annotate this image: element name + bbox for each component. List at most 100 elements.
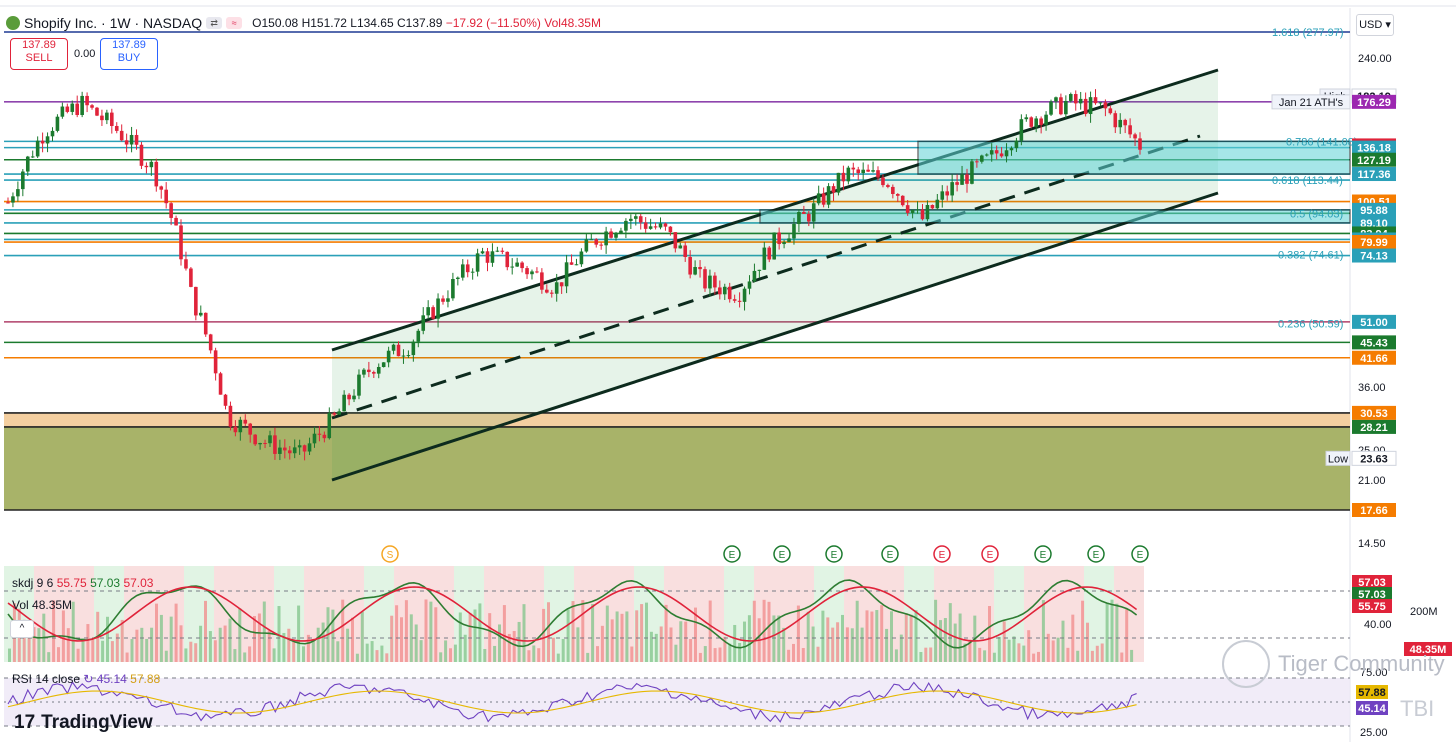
candle-body-190 bbox=[945, 191, 950, 196]
price-tag-5 bbox=[1352, 167, 1396, 182]
volume-bar-54 bbox=[272, 648, 276, 662]
rsi-title: RSI 14 close bbox=[12, 672, 81, 686]
volume-label[interactable]: Vol 48.35M bbox=[12, 598, 72, 612]
candle-body-39 bbox=[198, 312, 203, 316]
volume-bar-151 bbox=[747, 615, 751, 662]
candle-body-89 bbox=[446, 298, 450, 302]
volume-bar-46 bbox=[233, 649, 237, 662]
volume-bar-97 bbox=[483, 648, 487, 662]
currency-selector[interactable]: USD ▾ bbox=[1356, 14, 1394, 36]
rsi-ma-line bbox=[7, 690, 1137, 714]
volume-bar-98 bbox=[488, 613, 492, 662]
volume-bar-38 bbox=[194, 643, 198, 662]
candle-body-69 bbox=[347, 394, 351, 400]
buy-button[interactable]: 137.89 BUY bbox=[100, 38, 158, 70]
candle-body-63 bbox=[317, 433, 322, 435]
channel-mid-line bbox=[331, 134, 1201, 420]
watermark-2: TBI bbox=[1400, 696, 1435, 721]
candle-body-1 bbox=[11, 196, 15, 203]
candle-body-156 bbox=[777, 232, 781, 245]
event-label-4: E bbox=[887, 550, 894, 561]
skdj-label[interactable]: skdj 9 6 55.75 57.03 57.03 bbox=[12, 576, 153, 590]
volume-bar-144 bbox=[713, 648, 717, 662]
candle-body-119 bbox=[594, 239, 599, 245]
fib-label-5: 0.236 (50.59) bbox=[1278, 318, 1343, 330]
candle-body-130 bbox=[648, 226, 653, 229]
volume-bar-96 bbox=[478, 603, 482, 662]
volume-bar-102 bbox=[507, 633, 511, 662]
volume-bar-214 bbox=[1056, 637, 1060, 662]
indicator-icon[interactable]: ≈ bbox=[226, 17, 243, 29]
candle-body-211 bbox=[1049, 101, 1053, 115]
skdj-axis-label-1: 40.00 bbox=[1364, 619, 1392, 631]
candle-body-78 bbox=[391, 344, 396, 351]
tradingview-logo[interactable]: 17 TradingView bbox=[14, 712, 153, 734]
volume-bar-16 bbox=[86, 624, 90, 662]
volume-bar-51 bbox=[257, 613, 261, 662]
candle-body-228 bbox=[1133, 134, 1137, 139]
volume-bar-163 bbox=[806, 611, 810, 662]
symbol-title[interactable]: Shopify Inc. · 1W · NASDAQ bbox=[24, 15, 203, 31]
candle-body-182 bbox=[905, 205, 910, 213]
volume-bar-162 bbox=[801, 648, 805, 662]
candle-body-198 bbox=[984, 154, 989, 156]
candle-body-138 bbox=[688, 257, 692, 275]
volume-bar-58 bbox=[292, 641, 296, 662]
volume-bar-157 bbox=[777, 615, 781, 662]
price-label-5: 117.36 bbox=[1357, 169, 1390, 181]
candle-body-177 bbox=[881, 177, 885, 186]
candle-body-225 bbox=[1118, 119, 1123, 128]
volume-bar-217 bbox=[1071, 614, 1075, 662]
candle-body-8 bbox=[45, 136, 50, 144]
candle-body-141 bbox=[703, 269, 707, 289]
y-tick-1: 36.00 bbox=[1358, 382, 1386, 394]
candle-body-66 bbox=[332, 413, 337, 415]
candle-body-171 bbox=[851, 167, 856, 170]
volume-bar-220 bbox=[1086, 622, 1089, 662]
volume-bar-48 bbox=[243, 652, 247, 662]
candle-body-24 bbox=[124, 140, 129, 145]
volume-bar-9 bbox=[52, 600, 56, 662]
volume-bar-4 bbox=[27, 629, 31, 662]
volume-bar-187 bbox=[924, 647, 928, 662]
fib-label-2: 0.618 (113.44) bbox=[1272, 175, 1343, 187]
volume-bar-177 bbox=[875, 610, 879, 662]
sell-button[interactable]: 137.89 SELL bbox=[10, 38, 68, 70]
candle-body-21 bbox=[110, 112, 114, 126]
volume-bar-174 bbox=[860, 627, 864, 662]
compare-icon[interactable]: ⇄ bbox=[206, 17, 223, 29]
watermark-text: Tiger Community bbox=[1278, 651, 1445, 676]
candle-body-47 bbox=[238, 419, 243, 433]
collapse-pane-button[interactable]: ^ bbox=[10, 620, 34, 638]
volume-bar-190 bbox=[939, 620, 942, 662]
volume-bar-112 bbox=[556, 653, 560, 662]
volume-bar-71 bbox=[355, 653, 359, 662]
rsi-label[interactable]: RSI 14 close ↻ 45.14 57.88 bbox=[12, 672, 160, 686]
price-label-19: 17.66 bbox=[1360, 505, 1388, 517]
candle-body-164 bbox=[816, 193, 821, 204]
fib-label-0: 1.618 (277.97) bbox=[1272, 27, 1344, 39]
volume-title: Vol 48.35M bbox=[12, 598, 73, 612]
volume-bar-133 bbox=[659, 626, 663, 662]
rsi-right-label-0: 57.88 bbox=[1358, 687, 1386, 699]
candle-body-52 bbox=[263, 443, 267, 445]
candle-body-36 bbox=[184, 259, 188, 269]
price-label-13: 51.00 bbox=[1360, 317, 1388, 329]
candle-body-54 bbox=[273, 435, 277, 454]
volume-bar-222 bbox=[1095, 645, 1099, 662]
volume-bar-182 bbox=[899, 634, 903, 662]
skdj-tag-1 bbox=[1352, 587, 1392, 601]
candle-body-137 bbox=[683, 245, 688, 258]
volume-bar-207 bbox=[1022, 645, 1026, 662]
volume-bar-45 bbox=[228, 618, 232, 662]
volume-bar-77 bbox=[385, 653, 389, 662]
candle-body-180 bbox=[895, 194, 900, 196]
candle-body-75 bbox=[376, 366, 381, 374]
volume-bar-186 bbox=[919, 652, 923, 662]
skdj-stripe-12 bbox=[364, 566, 394, 662]
skdj-d-line bbox=[7, 586, 1138, 642]
volume-bar-114 bbox=[566, 609, 570, 662]
price-tag-box-18 bbox=[1325, 450, 1351, 466]
volume-bar-223 bbox=[1100, 643, 1104, 662]
